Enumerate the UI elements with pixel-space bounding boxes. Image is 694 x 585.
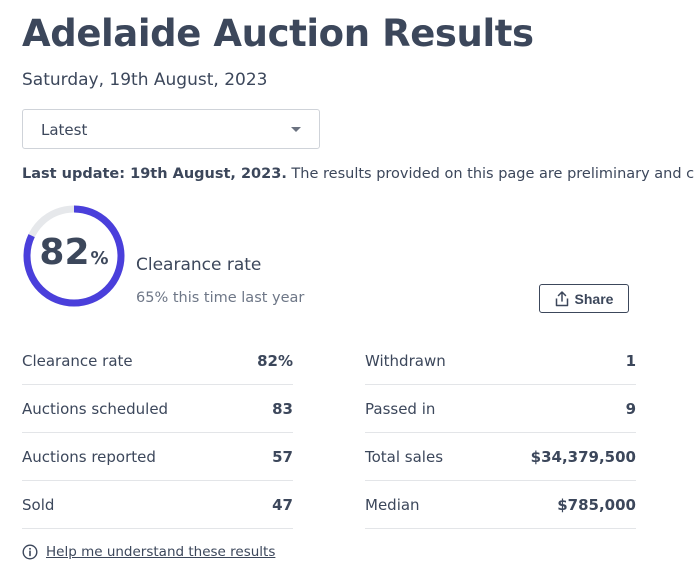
clearance-rate-comparison: 65% this time last year xyxy=(136,290,305,306)
gauge-fill xyxy=(23,205,125,307)
clearance-rate-gauge xyxy=(23,205,125,307)
stat-value: 9 xyxy=(625,399,636,418)
clearance-rate-unit: % xyxy=(90,248,109,269)
stat-label: Clearance rate xyxy=(22,351,133,370)
stats-table-right: Withdrawn 1 Passed in 9 Total sales $34,… xyxy=(365,337,636,529)
stat-row: Auctions reported 57 xyxy=(22,433,293,481)
share-label: Share xyxy=(574,290,614,307)
help-link[interactable]: Help me understand these results xyxy=(22,544,275,560)
page-title: Adelaide Auction Results xyxy=(22,12,534,55)
chevron-down-icon xyxy=(291,127,301,132)
stat-label: Total sales xyxy=(365,447,444,466)
clearance-rate-label: Clearance rate xyxy=(136,255,262,275)
stat-label: Median xyxy=(365,495,420,514)
stat-value: 83 xyxy=(272,399,293,418)
last-update-notice: Last update: 19th August, 2023. The resu… xyxy=(22,166,694,182)
results-period-value: Latest xyxy=(41,121,88,139)
share-button[interactable]: Share xyxy=(539,284,629,313)
stat-row: Clearance rate 82% xyxy=(22,337,293,385)
stat-value: 82% xyxy=(257,351,293,370)
stat-row: Withdrawn 1 xyxy=(365,337,636,385)
clearance-rate-value: 82 xyxy=(39,232,90,273)
stat-row: Sold 47 xyxy=(22,481,293,529)
share-icon xyxy=(555,290,568,306)
stat-row: Median $785,000 xyxy=(365,481,636,529)
stat-label: Auctions scheduled xyxy=(22,399,169,418)
results-date: Saturday, 19th August, 2023 xyxy=(22,70,268,90)
clearance-rate-figure: 82% xyxy=(22,232,126,273)
stat-value: 1 xyxy=(625,351,636,370)
stat-label: Withdrawn xyxy=(365,351,446,370)
stat-row: Auctions scheduled 83 xyxy=(22,385,293,433)
info-icon xyxy=(22,544,38,560)
stat-label: Passed in xyxy=(365,399,436,418)
stat-value: 47 xyxy=(272,495,293,514)
stat-label: Sold xyxy=(22,495,55,514)
stats-table-left: Clearance rate 82% Auctions scheduled 83… xyxy=(22,337,293,529)
stat-label: Auctions reported xyxy=(22,447,156,466)
stat-row: Total sales $34,379,500 xyxy=(365,433,636,481)
last-update-date: Last update: 19th August, 2023. xyxy=(22,166,287,182)
stat-value: $785,000 xyxy=(557,495,636,514)
stat-row: Passed in 9 xyxy=(365,385,636,433)
help-link-label: Help me understand these results xyxy=(46,544,276,560)
last-update-text: The results provided on this page are pr… xyxy=(286,166,694,182)
stat-value: $34,379,500 xyxy=(530,447,636,466)
stat-value: 57 xyxy=(272,447,293,466)
results-period-select[interactable]: Latest xyxy=(22,109,320,149)
